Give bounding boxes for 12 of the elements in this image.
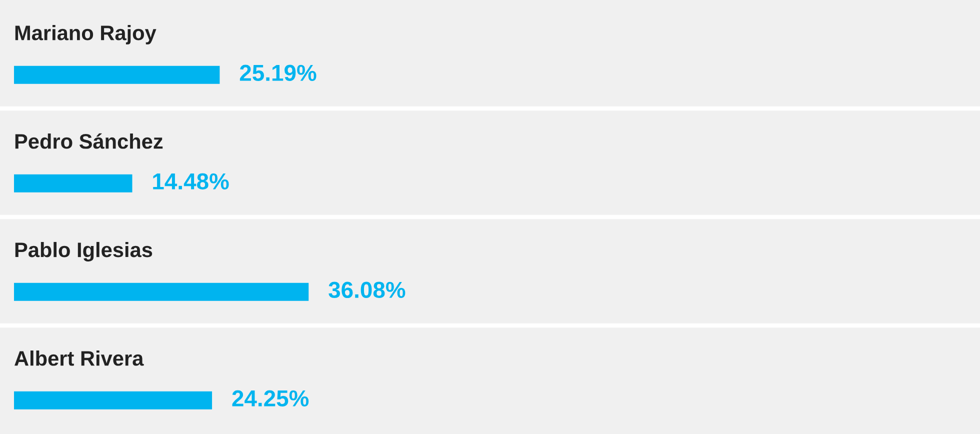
data-label: 24.25% (232, 390, 309, 407)
y-tick-label: Mariano Rajoy (15, 25, 156, 44)
bar (14, 174, 132, 192)
bar (14, 282, 309, 301)
bar (14, 66, 220, 84)
y-tick-label: Pedro Sánchez (15, 133, 163, 149)
data-label: 25.19% (240, 64, 316, 82)
data-label: 14.48% (153, 173, 229, 190)
bar (14, 391, 212, 410)
y-tick-label: Albert Rivera (14, 350, 144, 366)
y-tick-label: Pablo Iglesias (15, 242, 152, 262)
data-label: 36.08% (328, 282, 406, 298)
